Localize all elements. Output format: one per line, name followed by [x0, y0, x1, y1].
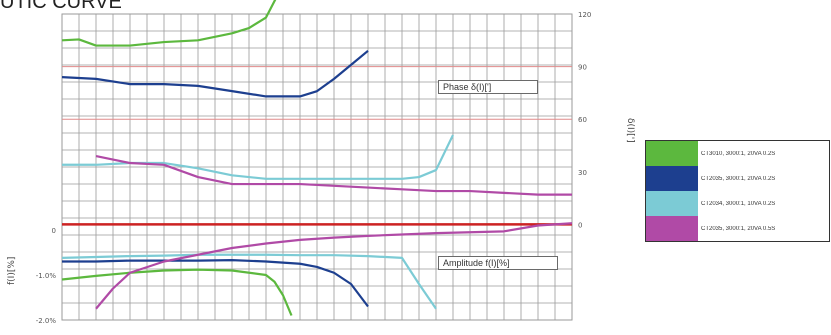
- tick-labels: 120 90 60 30 0 0 -1.0% -2.0%: [36, 11, 592, 325]
- series-1-amplitude-line: [62, 259, 369, 308]
- amplitude-annotation: Amplitude f(I)[%]: [438, 256, 558, 270]
- tick-label-left: 0: [52, 227, 56, 235]
- legend-swatch: [646, 191, 698, 216]
- tick-label-right: 60: [578, 116, 587, 124]
- series-0-amplitude-line: [61, 268, 293, 316]
- series-2-phase-line: [62, 134, 454, 180]
- series-0-phase-line: [61, 0, 277, 47]
- legend-item: CT2035, 3000:1, 20VA 0.5S: [646, 216, 829, 241]
- reference-lines: [62, 66, 572, 226]
- legend-label: CT2034, 3000:1, 10VA 0.2S: [701, 200, 776, 207]
- series-2-amplitude-line: [61, 253, 437, 310]
- legend-label: CT2035, 3000:1, 20VA 0.2S: [701, 175, 776, 182]
- series-3-amplitude-line: [95, 222, 573, 310]
- phase-annotation: Phase δ(I)[']: [438, 80, 538, 94]
- grid-lines: [61, 13, 573, 321]
- page-title: UTIC CURVE: [0, 0, 122, 13]
- y-axis-label-left: f(I)[%]: [7, 257, 17, 285]
- tick-label-right: 90: [578, 64, 587, 72]
- y-axis-label-right: δ(I)[']: [625, 118, 635, 143]
- tick-label-right: 0: [578, 221, 582, 229]
- legend-label: CT2035, 3000:1, 20VA 0.5S: [701, 225, 776, 232]
- legend-item: CT2034, 3000:1, 10VA 0.2S: [646, 191, 829, 216]
- legend-item: CT2035, 3000:1, 20VA 0.2S: [646, 166, 829, 191]
- series-lines: [61, 0, 573, 316]
- tick-label-left: -2.0%: [36, 317, 57, 325]
- series-3-phase-line: [95, 154, 572, 196]
- legend-swatch: [646, 216, 698, 241]
- chart-legend: CT3010, 3000:1, 20VA 0.2S CT2035, 3000:1…: [645, 140, 830, 242]
- legend-swatch: [646, 166, 698, 191]
- tick-label-left: -1.0%: [36, 272, 57, 280]
- tick-label-right: 30: [578, 169, 587, 177]
- legend-item: CT3010, 3000:1, 20VA 0.2S: [646, 141, 829, 166]
- legend-swatch: [646, 141, 698, 166]
- series-1-phase-line: [61, 49, 369, 98]
- legend-label: CT3010, 3000:1, 20VA 0.2S: [701, 150, 776, 157]
- tick-label-right: 120: [578, 11, 591, 19]
